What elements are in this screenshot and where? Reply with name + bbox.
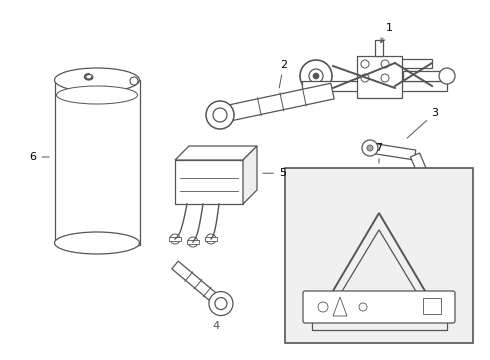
Text: 5: 5 xyxy=(263,168,286,178)
Polygon shape xyxy=(369,143,416,160)
Circle shape xyxy=(206,101,234,129)
Bar xyxy=(312,320,447,330)
Polygon shape xyxy=(331,230,427,310)
Circle shape xyxy=(206,234,216,244)
Circle shape xyxy=(381,60,389,68)
Circle shape xyxy=(313,73,319,79)
Polygon shape xyxy=(187,240,199,244)
Circle shape xyxy=(362,140,378,156)
Polygon shape xyxy=(243,146,257,204)
Bar xyxy=(55,80,140,245)
Polygon shape xyxy=(219,83,334,123)
Circle shape xyxy=(130,77,138,85)
Text: 3: 3 xyxy=(407,108,439,138)
Circle shape xyxy=(381,74,389,82)
Ellipse shape xyxy=(56,86,138,104)
Bar xyxy=(285,168,473,343)
Circle shape xyxy=(213,108,227,122)
Text: 1: 1 xyxy=(381,23,392,42)
Circle shape xyxy=(361,74,369,82)
FancyBboxPatch shape xyxy=(303,291,455,323)
Circle shape xyxy=(361,60,369,68)
Bar xyxy=(175,160,243,204)
Polygon shape xyxy=(333,297,347,316)
Circle shape xyxy=(300,60,332,92)
Polygon shape xyxy=(360,58,432,68)
Bar xyxy=(375,40,383,56)
Polygon shape xyxy=(302,81,447,91)
Text: 6: 6 xyxy=(29,152,49,162)
Polygon shape xyxy=(169,237,181,241)
Circle shape xyxy=(439,68,455,84)
Polygon shape xyxy=(403,71,452,81)
Bar xyxy=(423,298,441,314)
Text: 2: 2 xyxy=(279,59,287,88)
Circle shape xyxy=(318,302,328,312)
Circle shape xyxy=(309,69,323,83)
Ellipse shape xyxy=(54,232,140,254)
Text: 4: 4 xyxy=(212,320,220,330)
Circle shape xyxy=(209,292,233,316)
Bar xyxy=(357,56,402,98)
Text: 7: 7 xyxy=(375,143,383,163)
Circle shape xyxy=(215,298,227,310)
Circle shape xyxy=(367,145,373,151)
Ellipse shape xyxy=(54,68,140,92)
Polygon shape xyxy=(175,146,257,160)
Circle shape xyxy=(170,234,180,244)
Polygon shape xyxy=(205,237,217,241)
Polygon shape xyxy=(411,153,435,192)
Circle shape xyxy=(359,303,367,311)
Polygon shape xyxy=(172,261,224,307)
Circle shape xyxy=(188,237,198,247)
Polygon shape xyxy=(317,213,441,318)
